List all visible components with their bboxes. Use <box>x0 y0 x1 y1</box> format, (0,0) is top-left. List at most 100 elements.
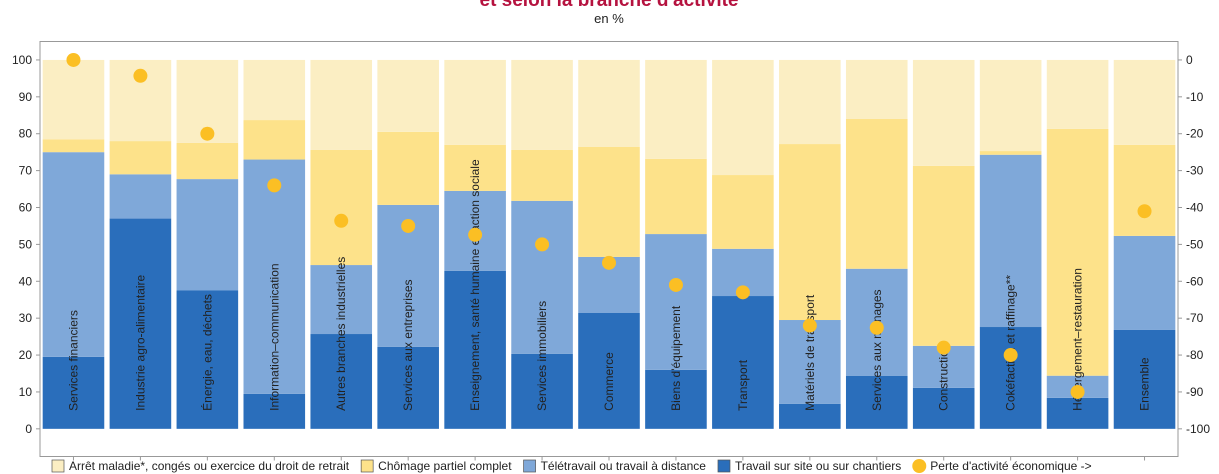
bar-label: Services immobiliers <box>535 301 549 411</box>
legend-label: Télétravail ou travail à distance <box>541 459 707 473</box>
subtitle: en % <box>594 11 624 26</box>
y2-tick-label: -50 <box>1186 237 1204 251</box>
bar-segment <box>979 59 1042 152</box>
bar-segment <box>779 144 841 321</box>
scatter-point <box>1137 204 1152 219</box>
legend-label: Arrêt maladie*, congés ou exercice du dr… <box>69 459 350 473</box>
y-tick-label: 50 <box>19 237 33 251</box>
bar-segment <box>578 59 640 148</box>
y2-tick-label: 0 <box>1186 53 1193 67</box>
bar-segment <box>712 59 774 176</box>
bar-segment <box>979 151 1042 155</box>
bar-segment <box>310 149 373 266</box>
y-tick-label: 70 <box>19 164 33 178</box>
y2-tick-label: -10 <box>1186 90 1204 104</box>
bar-segment <box>912 59 975 166</box>
y-tick-label: 80 <box>19 127 33 141</box>
bar-segment <box>1113 329 1176 429</box>
scatter-point <box>869 320 884 335</box>
legend-swatch <box>51 459 65 473</box>
bar-segment <box>779 403 841 429</box>
y2-tick-label: -40 <box>1186 201 1204 215</box>
y-tick-label: 60 <box>19 201 33 215</box>
bar-segment <box>444 270 506 429</box>
bar-segment <box>42 356 105 429</box>
bar-segment <box>1046 128 1109 376</box>
y2-tick-label: -30 <box>1186 164 1204 178</box>
bar-segment <box>845 118 908 269</box>
bar-segment <box>109 218 172 429</box>
scatter-point <box>133 68 148 83</box>
bar-segment <box>377 131 439 205</box>
legend-swatch <box>912 459 927 473</box>
legend-label: Chômage partiel complet <box>378 459 512 473</box>
bar-segment <box>779 320 841 404</box>
bar-segment <box>779 59 841 145</box>
bar-segment <box>511 59 573 150</box>
bar-segment <box>845 59 908 119</box>
scatter-point <box>468 227 483 242</box>
bar-segment <box>310 265 373 335</box>
bar-segment <box>912 165 975 346</box>
bar-segment <box>243 59 306 121</box>
bar-label: Énergie, eau, déchets <box>199 294 214 411</box>
bar-segment <box>377 346 439 429</box>
scatter-point <box>66 52 81 67</box>
scatter-point <box>602 255 616 270</box>
bar-label: Cokéfaction et raffinage** <box>1004 275 1018 411</box>
bar-segment <box>310 334 373 429</box>
bar-label: Biens d'équipement <box>669 305 683 411</box>
bar-segment <box>645 234 707 370</box>
bar-label: Autres branches industrielles <box>334 257 348 411</box>
bar-segment <box>176 142 239 180</box>
y-tick-label: 30 <box>19 311 33 325</box>
bar-segment <box>1113 144 1176 236</box>
bar-label: Transport <box>736 359 750 411</box>
bar-segment <box>1046 59 1109 129</box>
y-tick-label: 100 <box>12 53 32 67</box>
bar-segment <box>243 159 306 394</box>
bar-label: Information–communication <box>267 263 281 410</box>
bar-segment <box>42 139 105 153</box>
bar-segment <box>42 152 105 357</box>
scatter-point <box>401 218 416 233</box>
y2-tick-label: -90 <box>1186 385 1204 399</box>
bar-segment <box>1046 397 1109 429</box>
y2-tick-label: -70 <box>1186 311 1204 325</box>
y2-tick-label: -20 <box>1186 127 1204 141</box>
y-tick-label: 40 <box>19 274 33 288</box>
scatter-point <box>200 126 215 141</box>
bar-segment <box>511 149 573 201</box>
bar-segment <box>243 393 306 429</box>
scatter-point <box>668 277 683 292</box>
bar-segment <box>1113 59 1176 145</box>
bar-label: Services aux ménages <box>870 289 884 410</box>
bar-segment <box>377 59 439 132</box>
bar-segment <box>912 387 975 429</box>
bar-segment <box>645 158 707 235</box>
y-tick-label: 0 <box>25 422 32 436</box>
bar-label: Construction <box>937 343 951 410</box>
y2-tick-label: -80 <box>1186 348 1204 362</box>
bar-segment <box>645 369 707 429</box>
scatter-point <box>267 178 282 193</box>
bar-segment <box>109 174 172 219</box>
bar-label: Hébergement–restauration <box>1071 268 1085 411</box>
y2-tick-label: -60 <box>1186 274 1204 288</box>
bar-label: Commerce <box>602 352 616 411</box>
scatter-point <box>1070 384 1085 399</box>
bar-segment <box>645 59 707 159</box>
bar-segment <box>1113 235 1176 330</box>
scatter-point <box>334 213 349 228</box>
bar-segment <box>444 144 506 191</box>
y-tick-label: 20 <box>19 348 33 362</box>
bar-segment <box>176 290 239 429</box>
bar-segment <box>511 200 573 354</box>
bar-segment <box>578 313 640 429</box>
bar-segment <box>712 175 774 249</box>
bar-label: Ensemble <box>1138 357 1152 411</box>
bar-label: Enseignement, santé humaine et action so… <box>468 159 482 411</box>
bar-segment <box>712 296 774 429</box>
scatter-point <box>735 285 750 300</box>
